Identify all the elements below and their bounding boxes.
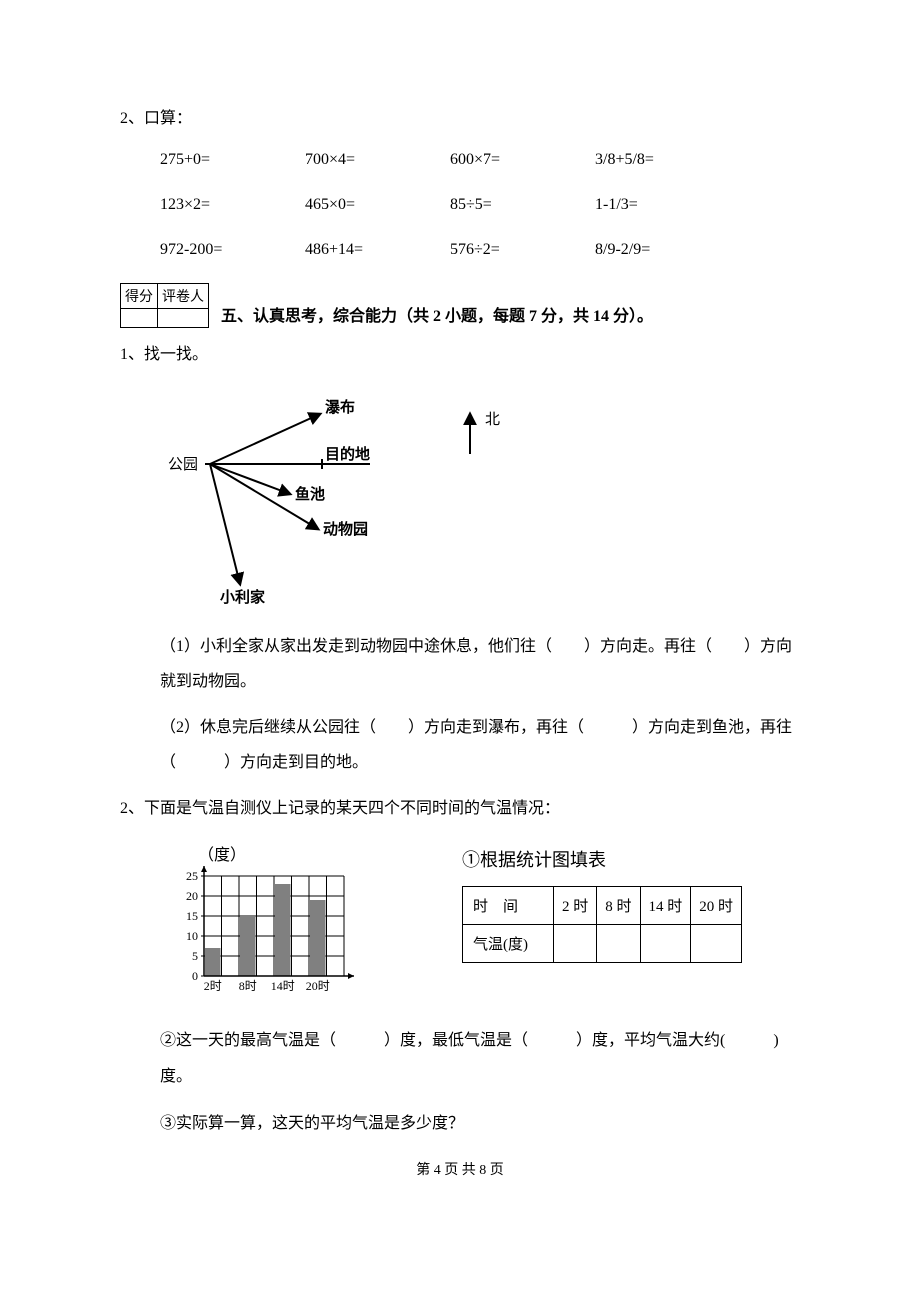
calc-cell: 465×0= bbox=[305, 183, 450, 228]
calc-grid: 275+0=700×4=600×7=3/8+5/8=123×2=465×0=85… bbox=[120, 138, 800, 272]
calc-row: 275+0=700×4=600×7=3/8+5/8= bbox=[120, 138, 800, 183]
zoo-label: 动物园 bbox=[323, 520, 368, 538]
th-2h: 2 时 bbox=[554, 887, 597, 925]
stat-table: 时 间 2 时 8 时 14 时 20 时 气温(度) bbox=[462, 886, 742, 963]
th-temp: 气温(度) bbox=[463, 925, 554, 963]
q5-1-sub1: （1）小利全家从家出发走到动物园中途休息，他们往（ ）方向走。再往（ ）方向就到… bbox=[120, 629, 800, 699]
svg-text:8时: 8时 bbox=[239, 979, 257, 993]
score-header-2: 评卷人 bbox=[158, 283, 209, 308]
calc-cell: 576÷2= bbox=[450, 228, 595, 273]
calc-row: 972-200=486+14=576÷2=8/9-2/9= bbox=[120, 228, 800, 273]
calc-row: 123×2=465×0=85÷5=1-1/3= bbox=[120, 183, 800, 228]
svg-text:5: 5 bbox=[192, 949, 198, 963]
calc-cell: 600×7= bbox=[450, 138, 595, 183]
cell-blank bbox=[691, 925, 742, 963]
th-14h: 14 时 bbox=[640, 887, 691, 925]
q5-1-label: 1、找一找。 bbox=[120, 336, 800, 374]
park-label: 公园 bbox=[168, 456, 198, 473]
map-diagram: 北 公园 瀑布 目的地 鱼池 动物园 小利家 bbox=[160, 394, 800, 619]
svg-text:15: 15 bbox=[186, 909, 198, 923]
calc-cell: 3/8+5/8= bbox=[595, 138, 705, 183]
destination-label: 目的地 bbox=[325, 445, 370, 463]
section5-title: 五、认真思考，综合能力（共 2 小题，每题 7 分，共 14 分）。 bbox=[221, 302, 653, 328]
th-time: 时 间 bbox=[463, 887, 554, 925]
cell-blank bbox=[597, 925, 640, 963]
section5-header: 得分 评卷人 五、认真思考，综合能力（共 2 小题，每题 7 分，共 14 分）… bbox=[120, 283, 800, 328]
score-cell-2 bbox=[158, 308, 209, 327]
calc-cell: 8/9-2/9= bbox=[595, 228, 705, 273]
calc-cell: 85÷5= bbox=[450, 183, 595, 228]
table-row: 气温(度) bbox=[463, 925, 742, 963]
calc-cell: 123×2= bbox=[160, 183, 305, 228]
score-cell-1 bbox=[121, 308, 158, 327]
svg-text:10: 10 bbox=[186, 929, 198, 943]
calc-cell: 275+0= bbox=[160, 138, 305, 183]
q5-2-sub2: ②这一天的最高气温是（ ）度，最低气温是（ ）度，平均气温大约( )度。 bbox=[120, 1023, 800, 1093]
home-label: 小利家 bbox=[220, 588, 265, 606]
q2-label: 2、口算： bbox=[120, 100, 800, 138]
svg-text:25: 25 bbox=[186, 869, 198, 883]
calc-cell: 486+14= bbox=[305, 228, 450, 273]
svg-text:20: 20 bbox=[186, 889, 198, 903]
page-footer: 第 4 页 共 8 页 bbox=[120, 1159, 800, 1179]
cell-blank bbox=[640, 925, 691, 963]
q5-2-sub3: ③实际算一算，这天的平均气温是多少度？ bbox=[120, 1106, 800, 1141]
fishpond-label: 鱼池 bbox=[295, 485, 325, 503]
svg-text:20时: 20时 bbox=[306, 979, 330, 993]
calc-cell: 1-1/3= bbox=[595, 183, 705, 228]
north-label: 北 bbox=[485, 411, 500, 428]
svg-text:0: 0 bbox=[192, 969, 198, 983]
svg-text:14时: 14时 bbox=[271, 979, 295, 993]
bar-chart: （度） 0 5 10 15 20 25 2时 8时 14时 20时 bbox=[172, 846, 362, 1001]
table-row: 时 间 2 时 8 时 14 时 20 时 bbox=[463, 887, 742, 925]
score-header-1: 得分 bbox=[121, 283, 158, 308]
svg-text:（度）: （度） bbox=[198, 846, 246, 864]
cell-blank bbox=[554, 925, 597, 963]
waterfall-label: 瀑布 bbox=[325, 398, 355, 416]
q5-1-sub2: （2）休息完后继续从公园往（ ）方向走到瀑布，再往（ ）方向走到鱼池，再往（ ）… bbox=[120, 710, 800, 780]
q5-2-label: 2、下面是气温自测仪上记录的某天四个不同时间的气温情况： bbox=[120, 790, 800, 828]
th-8h: 8 时 bbox=[597, 887, 640, 925]
calc-cell: 700×4= bbox=[305, 138, 450, 183]
calc-cell: 972-200= bbox=[160, 228, 305, 273]
score-box: 得分 评卷人 bbox=[120, 283, 209, 328]
stat-fill-title: ①根据统计图填表 bbox=[462, 846, 742, 872]
th-20h: 20 时 bbox=[691, 887, 742, 925]
svg-text:2时: 2时 bbox=[204, 979, 222, 993]
